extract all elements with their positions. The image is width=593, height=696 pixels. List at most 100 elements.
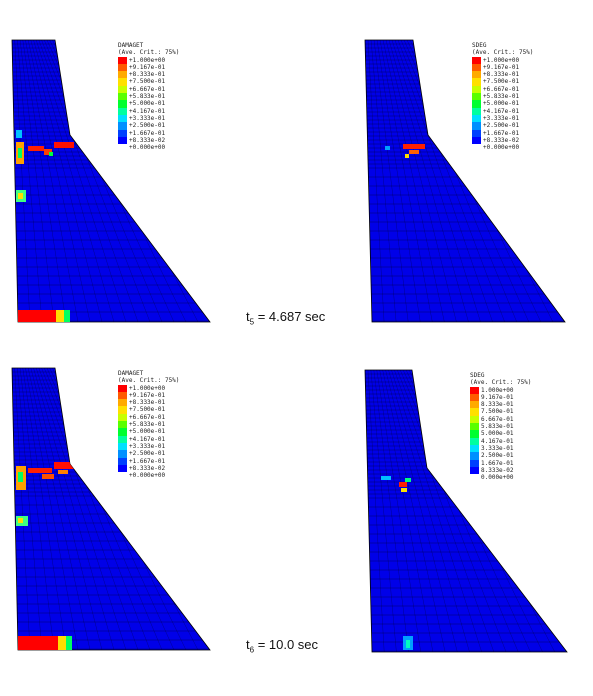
- legend-swatch: [118, 78, 127, 86]
- legend-value: +1.000e+00: [129, 384, 166, 392]
- time-value: = 10.0 sec: [254, 637, 319, 652]
- legend: SDEG (Ave. Crit.: 75%) 1.000e+00 9.167e-0…: [470, 372, 531, 481]
- legend-value: +5.833e-01: [483, 93, 520, 101]
- legend-swatch: [472, 78, 481, 86]
- legend-row: +9.167e-01: [472, 63, 533, 72]
- legend-value: +8.333e-02: [129, 464, 166, 472]
- legend-row: +8.333e-01: [472, 71, 533, 79]
- legend-row: +5.000e-01: [118, 100, 179, 108]
- legend-swatch: [470, 401, 479, 409]
- legend-row: +6.667e-01: [472, 85, 533, 94]
- legend-swatch: [118, 384, 127, 392]
- legend-value: 5.833e-01: [481, 423, 514, 431]
- legend-swatch: [470, 437, 479, 445]
- legend-row: +1.000e+00: [118, 384, 179, 392]
- legend-row: +4.167e-01: [472, 107, 533, 115]
- legend-row: 6.667e-01: [470, 415, 531, 424]
- legend-swatch: [470, 415, 479, 424]
- legend-row: +8.333e-02: [118, 464, 179, 473]
- legend-swatch: [470, 474, 479, 481]
- legend-row: +4.167e-01: [118, 107, 179, 115]
- legend-value: 2.500e-01: [481, 452, 514, 460]
- legend-value: 8.333e-02: [481, 466, 514, 474]
- mesh-contour: [364, 369, 568, 653]
- legend-swatch: [118, 435, 127, 443]
- legend-value: +9.167e-01: [129, 391, 166, 399]
- legend-row: 4.167e-01: [470, 437, 531, 445]
- legend-swatch: [118, 442, 127, 451]
- legend-row: +3.333e-01: [118, 442, 179, 451]
- legend-swatch: [472, 85, 481, 94]
- panel-damaget-t6: DAMAGET (Ave. Crit.: 75%) +1.000e+00 +9.1…: [0, 360, 300, 660]
- legend-value: 1.000e+00: [481, 386, 514, 394]
- legend-value: +1.000e+00: [129, 56, 166, 64]
- legend-variable: DAMAGET: [118, 42, 144, 49]
- legend-value: +2.500e-01: [483, 122, 520, 130]
- legend-value: 7.500e-01: [481, 408, 514, 416]
- legend-row: 2.500e-01: [470, 452, 531, 460]
- legend-row: +1.667e-01: [118, 129, 179, 137]
- legend-value: +8.333e-02: [129, 136, 166, 144]
- legend-swatch: [118, 56, 127, 64]
- legend-value: 3.333e-01: [481, 444, 514, 452]
- legend-row: +1.000e+00: [118, 56, 179, 64]
- legend-variable: DAMAGET: [118, 370, 144, 377]
- legend-value: +4.167e-01: [129, 107, 166, 115]
- legend-value: 0.000e+00: [481, 474, 514, 482]
- legend-value: 5.000e-01: [481, 430, 514, 438]
- legend-swatch: [118, 457, 127, 465]
- legend-value: +5.000e-01: [129, 100, 166, 108]
- legend: DAMAGET (Ave. Crit.: 75%) +1.000e+00 +9.1…: [118, 42, 179, 151]
- legend-swatch: [118, 85, 127, 94]
- panel-sdeg-t5: SDEG (Ave. Crit.: 75%) +1.000e+00 +9.167e…: [355, 30, 593, 330]
- legend-swatch: [118, 122, 127, 130]
- legend-swatch: [470, 423, 479, 431]
- legend-swatch: [118, 144, 127, 151]
- legend-value: +0.000e+00: [129, 472, 166, 480]
- legend-row: +8.333e-02: [472, 136, 533, 145]
- legend-value: +9.167e-01: [129, 63, 166, 71]
- legend-row: +5.833e-01: [472, 93, 533, 101]
- time-index: 5: [249, 317, 255, 327]
- legend-value: +8.333e-01: [129, 399, 166, 407]
- legend-swatch: [470, 459, 479, 467]
- legend-value: 8.333e-01: [481, 401, 514, 409]
- legend-swatch: [472, 114, 481, 123]
- legend-value: +3.333e-01: [129, 442, 166, 450]
- legend-averaging: (Ave. Crit.: 75%): [118, 377, 180, 385]
- legend-value: +3.333e-01: [129, 114, 166, 122]
- legend-value: +4.167e-01: [483, 107, 520, 115]
- legend-row: +0.000e+00: [118, 472, 179, 479]
- legend-row: +9.167e-01: [118, 391, 179, 400]
- legend-value: +7.500e-01: [483, 78, 520, 86]
- legend-row: +5.833e-01: [118, 93, 179, 101]
- legend-row: 3.333e-01: [470, 444, 531, 453]
- panel-damaget-t5: DAMAGET (Ave. Crit.: 75%) +1.000e+00 +9.1…: [0, 30, 300, 330]
- legend-row: 9.167e-01: [470, 393, 531, 402]
- legend-row: +1.667e-01: [472, 129, 533, 137]
- legend-swatch: [118, 406, 127, 414]
- legend-row: +0.000e+00: [118, 144, 179, 151]
- legend-row: 1.667e-01: [470, 459, 531, 467]
- legend-row: +8.333e-02: [118, 136, 179, 145]
- legend-row: +1.667e-01: [118, 457, 179, 465]
- legend-value: 1.667e-01: [481, 459, 514, 467]
- legend-value: +1.667e-01: [129, 457, 166, 465]
- legend-value: +2.500e-01: [129, 122, 166, 130]
- legend-value: +0.000e+00: [129, 144, 166, 152]
- mesh-contour: [364, 39, 566, 323]
- time-value: = 4.687 sec: [254, 309, 326, 324]
- legend-value: +3.333e-01: [483, 114, 520, 122]
- legend-swatch: [470, 430, 479, 438]
- legend-swatch: [118, 114, 127, 123]
- legend-swatch: [470, 408, 479, 416]
- legend-row: +8.333e-01: [118, 399, 179, 407]
- legend-value: +5.833e-01: [129, 421, 166, 429]
- legend-row: +3.333e-01: [118, 114, 179, 123]
- legend-value: +8.333e-01: [129, 71, 166, 79]
- legend-variable: SDEG: [470, 372, 485, 379]
- legend-swatch: [118, 464, 127, 473]
- legend-row: +5.000e-01: [118, 428, 179, 436]
- legend-value: +9.167e-01: [483, 63, 520, 71]
- legend-row: +2.500e-01: [118, 122, 179, 130]
